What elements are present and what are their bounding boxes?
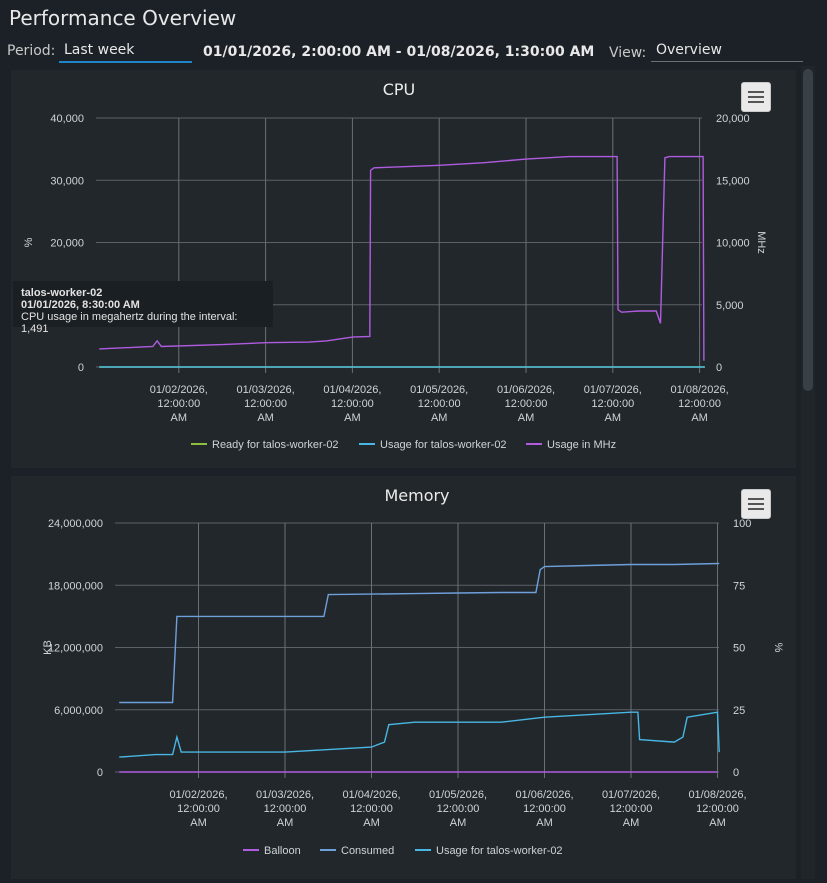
- memory-x-tick: AM: [623, 817, 640, 829]
- cpu-chart: CPU 40,000 20,000 30,000 15,000 20,000 10,000 1…: [23, 80, 767, 451]
- cpu-y-right-tick: 5,000: [716, 300, 744, 312]
- memory-y-right-tick: 0: [733, 767, 739, 779]
- cpu-y-right-tick: 0: [716, 362, 722, 374]
- cpu-x-tick: 01/04/2026,: [323, 384, 381, 396]
- cpu-x-tick: AM: [518, 412, 535, 424]
- memory-x-tick: 01/08/2026,: [688, 789, 746, 801]
- cpu-x-tick: 01/08/2026,: [671, 384, 729, 396]
- cpu-x-tick: 01/05/2026,: [410, 384, 468, 396]
- memory-x-tick: 01/02/2026,: [169, 789, 227, 801]
- memory-x-tick: 01/06/2026,: [515, 789, 573, 801]
- cpu-x-tick: 12:00:00: [157, 398, 200, 410]
- cpu-chart-menu-button[interactable]: [741, 82, 771, 112]
- memory-y-right-tick: 75: [733, 580, 745, 592]
- memory-x-tick: AM: [450, 817, 467, 829]
- period-label: Period:: [7, 43, 56, 59]
- memory-x-tick: AM: [536, 817, 553, 829]
- memory-x-tick: 12:00:00: [350, 803, 393, 815]
- cpu-y-left-tick: 30,000: [50, 175, 84, 187]
- tooltip-title: talos-worker-02: [21, 287, 103, 299]
- toolbar: Period: Last week 01/01/2026, 2:00:00 AM…: [0, 41, 827, 65]
- cpu-x-tick: 12:00:00: [678, 398, 721, 410]
- scrollbar-thumb[interactable]: [803, 69, 813, 391]
- cpu-x-tick: AM: [257, 412, 274, 424]
- memory-chart: Memory 24,000,000 100 18,000,000 75 12,000,00…: [42, 486, 784, 857]
- memory-y-right-tick: 25: [733, 705, 745, 717]
- memory-x-tick: AM: [363, 817, 380, 829]
- cpu-x-tick: AM: [171, 412, 188, 424]
- cpu-chart-panel: CPU 40,000 20,000 30,000 15,000 20,000 10,000 1…: [11, 70, 796, 468]
- cpu-y-left-label: %: [23, 237, 35, 247]
- cpu-series-line-2: [99, 155, 705, 361]
- memory-y-left-tick: 24,000,000: [48, 518, 103, 530]
- memory-series-line-2: [119, 711, 720, 758]
- view-label: View:: [609, 45, 647, 61]
- cpu-x-tick: 12:00:00: [418, 398, 461, 410]
- memory-legend-label: Balloon: [264, 845, 301, 857]
- cpu-x-tick: AM: [691, 412, 708, 424]
- memory-chart-title: Memory: [384, 486, 449, 505]
- memory-x-tick: 01/07/2026,: [602, 789, 660, 801]
- memory-x-tick: 01/04/2026,: [342, 789, 400, 801]
- cpu-x-tick: AM: [431, 412, 448, 424]
- cpu-chart-title: CPU: [383, 80, 416, 99]
- cpu-y-left-tick: 0: [78, 362, 84, 374]
- cpu-x-tick: AM: [344, 412, 361, 424]
- memory-y-left-label: KB: [42, 640, 54, 655]
- chart-tooltip: talos-worker-02 01/01/2026, 8:30:00 AM C…: [13, 281, 273, 335]
- cpu-x-tick: 12:00:00: [244, 398, 287, 410]
- tooltip-text: CPU usage in megahertz during the interv…: [21, 311, 238, 335]
- cpu-x-tick: 12:00:00: [505, 398, 548, 410]
- page-title: Performance Overview: [9, 6, 237, 30]
- memory-y-right-tick: 50: [733, 643, 745, 655]
- memory-chart-menu-button[interactable]: [741, 489, 771, 519]
- cpu-x-tick: 12:00:00: [591, 398, 634, 410]
- cpu-y-right-tick: 20,000: [716, 113, 750, 125]
- memory-x-tick: AM: [277, 817, 294, 829]
- cpu-x-tick: 01/02/2026,: [150, 384, 208, 396]
- cpu-x-tick: 01/03/2026,: [237, 384, 295, 396]
- memory-chart-panel: Memory 24,000,000 100 18,000,000 75 12,000,00…: [11, 476, 796, 879]
- cpu-legend-label: Usage in MHz: [547, 439, 616, 451]
- memory-x-tick: 12:00:00: [610, 803, 653, 815]
- memory-y-right-tick: 100: [733, 518, 751, 530]
- memory-y-left-tick: 0: [97, 767, 103, 779]
- cpu-y-left-tick: 40,000: [50, 113, 84, 125]
- cpu-legend-label: Usage for talos-worker-02: [380, 439, 507, 451]
- cpu-legend-label: Ready for talos-worker-02: [212, 439, 339, 451]
- memory-legend-label: Consumed: [341, 845, 394, 857]
- cpu-y-right-tick: 15,000: [716, 175, 750, 187]
- memory-x-tick: 01/03/2026,: [256, 789, 314, 801]
- memory-y-left-tick: 6,000,000: [54, 705, 103, 717]
- cpu-x-tick: 12:00:00: [331, 398, 374, 410]
- cpu-y-right-label: MHz: [755, 231, 767, 254]
- view-select[interactable]: Overview: [651, 42, 803, 62]
- memory-y-left-tick: 12,000,000: [48, 643, 103, 655]
- memory-x-tick: 01/05/2026,: [429, 789, 487, 801]
- memory-x-tick: 12:00:00: [177, 803, 220, 815]
- memory-x-tick: AM: [709, 817, 726, 829]
- memory-x-tick: 12:00:00: [523, 803, 566, 815]
- cpu-x-tick: 01/06/2026,: [497, 384, 555, 396]
- memory-y-left-tick: 18,000,000: [48, 580, 103, 592]
- memory-x-tick: AM: [190, 817, 207, 829]
- cpu-y-left-tick: 20,000: [50, 238, 84, 250]
- memory-series-line-1: [119, 562, 720, 704]
- cpu-y-right-tick: 10,000: [716, 238, 750, 250]
- cpu-x-tick: AM: [605, 412, 622, 424]
- memory-legend-label: Usage for talos-worker-02: [436, 845, 563, 857]
- memory-x-tick: 12:00:00: [437, 803, 480, 815]
- period-select[interactable]: Last week: [59, 42, 192, 63]
- memory-x-tick: 12:00:00: [696, 803, 739, 815]
- date-range: 01/01/2026, 2:00:00 AM - 01/08/2026, 1:3…: [203, 44, 595, 60]
- tooltip-time: 01/01/2026, 8:30:00 AM: [21, 299, 140, 311]
- cpu-x-tick: 01/07/2026,: [584, 384, 642, 396]
- memory-y-right-label: %: [772, 643, 784, 653]
- memory-x-tick: 12:00:00: [264, 803, 307, 815]
